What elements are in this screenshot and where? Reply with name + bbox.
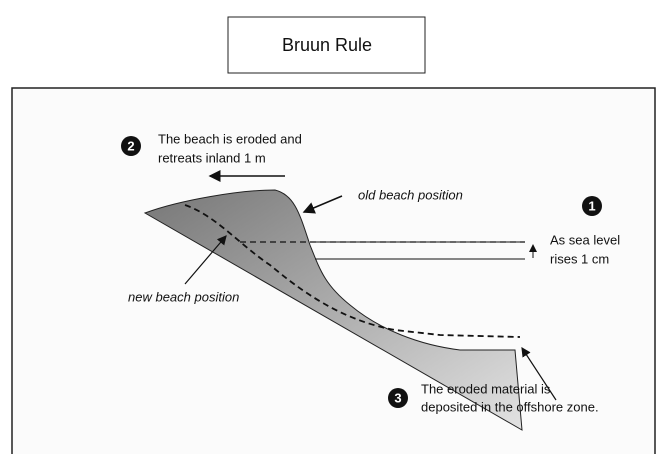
step-text: retreats inland 1 m [158, 150, 266, 165]
new-profile [184, 204, 521, 338]
old-beach-label: old beach position [358, 187, 463, 202]
step-badge [388, 388, 408, 408]
new-pointer [184, 235, 227, 285]
step-text: deposited in the offshore zone. [421, 399, 599, 414]
new-beach-label: new beach position [128, 289, 239, 304]
step-text: As sea level [550, 232, 620, 247]
title-box [227, 16, 426, 74]
deposit-pointer [521, 346, 557, 401]
step-badge [121, 136, 141, 156]
step-badge [582, 196, 602, 216]
step-text: The beach is eroded and [158, 131, 302, 146]
old-pointer [302, 195, 343, 214]
step-number: 1 [588, 198, 595, 213]
beach-profile [143, 189, 523, 431]
step-text: The eroded material is [421, 381, 551, 396]
step-number: 2 [127, 138, 134, 153]
step-number: 3 [394, 390, 401, 405]
title: Bruun Rule [282, 35, 372, 55]
step-text: rises 1 cm [550, 251, 609, 266]
